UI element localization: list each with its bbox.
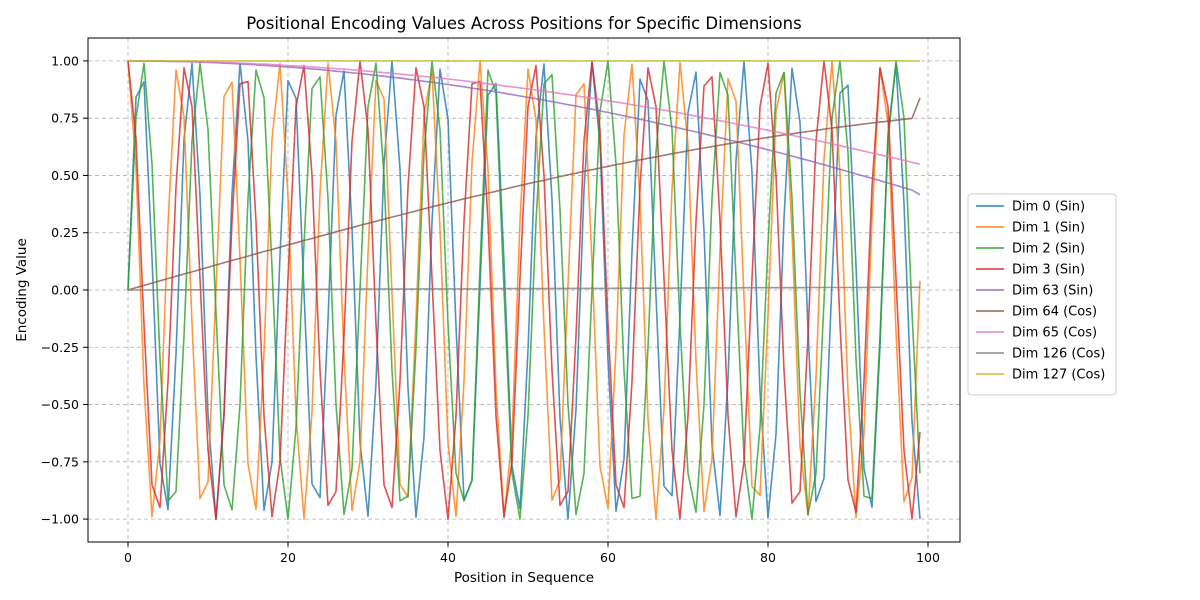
series-line-7	[128, 286, 920, 291]
ticks: 0 20 40 60 80 100 −1.00 −0.75 −0.50 −0.25 0.00 0.25…	[41, 53, 940, 565]
x-axis-label: Position in Sequence	[454, 570, 594, 586]
legend-label: Dim 63 (Sin)	[1012, 284, 1093, 299]
y-tick-label: 0.25	[51, 225, 79, 240]
legend-label: Dim 64 (Cos)	[1012, 305, 1097, 320]
series-layer	[127, 60, 921, 520]
legend-label: Dim 126 (Cos)	[1012, 347, 1105, 362]
series-line-1	[127, 60, 921, 520]
series-line-2	[127, 60, 921, 520]
series-line-4	[128, 60, 921, 196]
series-line-3	[127, 60, 921, 520]
legend-label: Dim 0 (Sin)	[1012, 200, 1085, 215]
legend-label: Dim 2 (Sin)	[1012, 242, 1085, 257]
y-tick-label: −0.25	[41, 340, 79, 355]
y-tick-label: 0.75	[51, 111, 79, 126]
y-tick-label: −0.50	[41, 397, 79, 412]
legend-label: Dim 65 (Cos)	[1012, 326, 1097, 341]
legend: Dim 0 (Sin) Dim 1 (Sin) Dim 2 (Sin) Dim 3 (…	[967, 193, 1117, 396]
legend-box	[967, 193, 1117, 396]
y-tick-label: 0.50	[51, 168, 79, 183]
legend-label: Dim 127 (Cos)	[1012, 368, 1105, 383]
legend-label: Dim 1 (Sin)	[1012, 221, 1085, 236]
series-line-6	[128, 60, 921, 165]
x-tick-label: 100	[916, 550, 940, 565]
chart-title: Positional Encoding Values Across Positi…	[246, 14, 801, 33]
x-tick-label: 20	[280, 550, 296, 565]
x-tick-label: 0	[124, 550, 132, 565]
y-tick-label: 1.00	[51, 53, 79, 68]
legend-label: Dim 3 (Sin)	[1012, 263, 1085, 278]
x-tick-label: 80	[760, 550, 776, 565]
y-tick-label: −0.75	[41, 454, 79, 469]
x-tick-label: 60	[600, 550, 616, 565]
y-axis-label: Encoding Value	[14, 238, 30, 342]
x-tick-label: 40	[440, 550, 456, 565]
y-tick-label: −1.00	[41, 512, 79, 527]
y-tick-label: 0.00	[51, 283, 79, 298]
